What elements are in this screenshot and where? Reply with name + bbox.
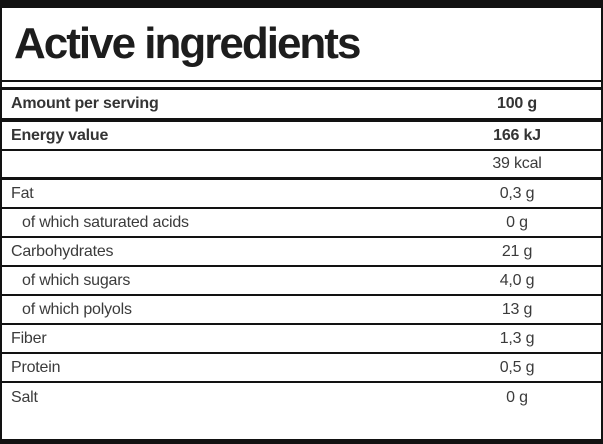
row-value: 100 g (497, 95, 537, 112)
row-label: of which polyols (22, 300, 132, 318)
row-label: of which sugars (22, 271, 131, 289)
table-row: Energy value 166 kJ (2, 122, 601, 151)
row-label: of which saturated acids (22, 213, 189, 231)
table-row: of which saturated acids 0 g (2, 209, 601, 238)
row-value: 0 g (506, 213, 528, 231)
table-row: Fat 0,3 g (2, 180, 601, 209)
table-row: Amount per serving 100 g (2, 90, 601, 122)
row-label: Energy value (11, 126, 109, 144)
row-value: 0 g (506, 389, 528, 406)
row-value: 0,5 g (499, 358, 535, 376)
table-row: 39 kcal (2, 151, 601, 180)
table-row: of which sugars 4,0 g (2, 267, 601, 296)
table-row: Salt 0 g (2, 383, 601, 413)
table-row: Protein 0,5 g (2, 354, 601, 383)
nutrition-table: Amount per serving 100 g Energy value 16… (2, 87, 601, 413)
row-label: Salt (11, 389, 38, 406)
table-row: Carbohydrates 21 g (2, 238, 601, 267)
row-label: Fat (11, 184, 34, 202)
row-label: Carbohydrates (11, 242, 114, 260)
page-title: Active ingredients (14, 19, 361, 68)
row-value: 13 g (501, 300, 533, 318)
title-box: Active ingredients (2, 8, 601, 82)
row-label: Fiber (11, 329, 47, 347)
row-value: 39 kcal (492, 155, 542, 172)
table-row: of which polyols 13 g (2, 296, 601, 325)
row-value: 166 kJ (493, 126, 541, 144)
row-label: Amount per serving (11, 95, 159, 112)
row-label: Protein (11, 358, 61, 376)
row-value: 4,0 g (499, 271, 535, 289)
row-value: 1,3 g (499, 329, 535, 347)
table-row: Fiber 1,3 g (2, 325, 601, 354)
row-value: 21 g (501, 242, 533, 260)
row-value: 0,3 g (499, 184, 535, 202)
